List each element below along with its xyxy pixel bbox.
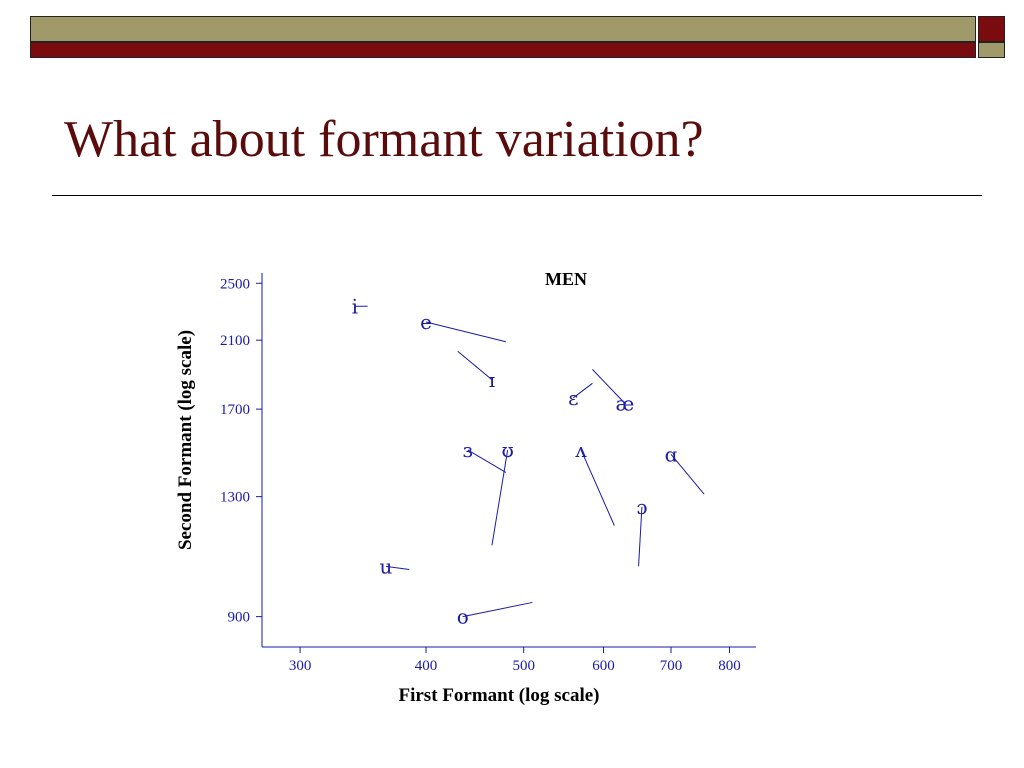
vowel-trajectory-line <box>573 382 593 399</box>
slide-title: What about formant variation? <box>64 111 704 168</box>
vowel-trajectory-line <box>491 449 509 546</box>
vowel-point-label: ɑ <box>665 442 678 466</box>
y-tick-label: 1300 <box>220 490 250 506</box>
vowel-point-label: i <box>352 294 358 318</box>
y-tick-label: 900 <box>228 610 251 626</box>
vowel-trajectory-line <box>670 454 705 495</box>
x-tick-label: 600 <box>592 658 615 674</box>
vowel-point-label: ʌ <box>574 438 587 462</box>
x-tick-label: 800 <box>718 658 741 674</box>
vowel-point-label: ɪ <box>489 368 495 392</box>
x-tick-label: 700 <box>660 658 683 674</box>
vowel-point-label: æ <box>615 391 634 415</box>
vowel-trajectory-line <box>462 601 533 618</box>
vowel-trajectory-line <box>467 449 507 473</box>
header-maroon-square <box>978 16 1005 42</box>
y-tick-label: 2500 <box>220 276 250 292</box>
x-tick-label: 400 <box>415 658 438 674</box>
header-maroon-stripe <box>30 42 976 58</box>
vowel-point-label: u <box>379 554 392 578</box>
vowel-point-label: ʊ <box>501 438 513 462</box>
vowel-trajectory-line <box>385 565 410 570</box>
x-tick-label: 500 <box>512 658 535 674</box>
y-tick-label: 1700 <box>220 402 250 418</box>
vowel-trajectory-line <box>580 449 615 526</box>
vowel-point-label: ɔ <box>636 495 647 519</box>
vowel-trajectory-line <box>425 321 506 343</box>
x-tick-label: 300 <box>289 658 312 674</box>
vowel-trajectory-line <box>638 506 643 567</box>
vowel-point-label: ɛ <box>568 386 578 410</box>
header-olive-square <box>978 42 1005 58</box>
header-olive-stripe <box>30 16 976 42</box>
formant-scatter-chart: 300 400 500 600 700 800 900 1300 1700 2100 2500 MEN… <box>175 269 756 706</box>
y-tick-label: 2100 <box>220 333 250 349</box>
vowel-trajectory-line <box>592 369 626 404</box>
y-axis-label: Second Formant (log scale) <box>175 330 196 550</box>
x-axis-label: First Formant (log scale) <box>398 685 599 706</box>
vowel-point-label: ɜ <box>463 438 473 462</box>
vowel-point-label: e <box>420 310 432 334</box>
chart-title: MEN <box>545 269 587 289</box>
title-divider <box>52 195 982 196</box>
slide-header-bar <box>30 16 1005 58</box>
vowel-trajectory-line <box>457 350 493 381</box>
vowel-point-label: o <box>457 605 469 629</box>
